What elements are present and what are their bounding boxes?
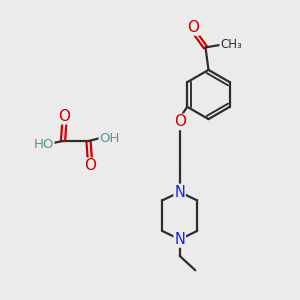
Text: O: O [174,114,186,129]
Text: O: O [188,20,200,35]
Text: N: N [174,232,185,247]
Text: O: O [84,158,96,173]
Text: HO: HO [33,137,54,151]
Text: CH₃: CH₃ [220,38,242,51]
Text: OH: OH [99,131,120,145]
Text: O: O [58,109,70,124]
Text: N: N [174,184,185,200]
